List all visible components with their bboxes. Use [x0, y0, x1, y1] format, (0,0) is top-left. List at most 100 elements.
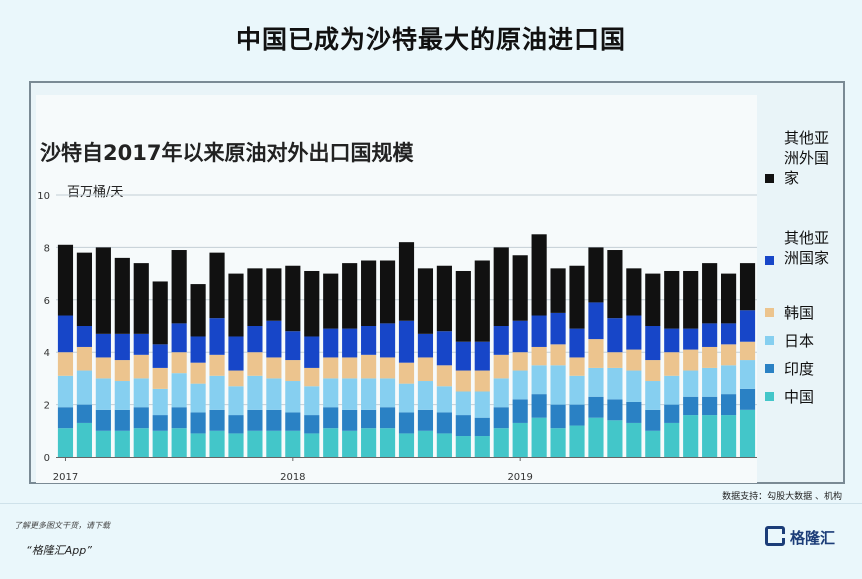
bar-segment: [57, 428, 74, 457]
bar-segment: [398, 242, 415, 321]
bar-segment: [569, 357, 585, 376]
legend-label: 印度: [784, 360, 815, 378]
bar-segment: [493, 326, 509, 355]
y-tick-label: 0: [44, 453, 50, 464]
bar-segment: [436, 412, 452, 434]
bar-segment: [436, 386, 452, 413]
bar-segment: [436, 265, 452, 332]
bar-segment: [379, 407, 396, 429]
bar-segment: [588, 302, 604, 340]
legend-label: 其他亚洲外国家: [784, 129, 830, 187]
bar-segment: [702, 415, 718, 457]
bar-segment: [152, 430, 168, 457]
bar-segment: [474, 436, 490, 457]
bar-segment: [645, 381, 661, 410]
bar-segment: [114, 409, 130, 431]
bar-segment: [739, 360, 756, 389]
bar-segment: [721, 415, 737, 457]
brand-name: 格隆汇: [790, 529, 836, 547]
y-tick-label: 6: [44, 296, 50, 307]
bar-segment: [266, 268, 282, 321]
legend-swatch: [765, 308, 774, 317]
bar-segment: [342, 409, 358, 431]
bar-segment: [285, 265, 301, 332]
bar-segment: [531, 315, 547, 347]
bar-segment: [455, 415, 471, 437]
bar-segment: [361, 326, 377, 355]
bar-segment: [361, 409, 377, 429]
bar-segment: [512, 255, 528, 321]
bar-segment: [361, 354, 377, 379]
bar-segment: [417, 381, 434, 410]
bar-segment: [512, 320, 528, 353]
bar-segment: [588, 247, 604, 303]
bar-segment: [133, 378, 149, 408]
page-title: 中国已成为沙特最大的原油进口国: [235, 25, 626, 54]
bar-segment: [683, 270, 699, 329]
bar-segment: [683, 349, 699, 371]
bar-segment: [588, 396, 604, 418]
bar-segment: [474, 391, 490, 418]
bar-segment: [607, 399, 623, 421]
footer-divider: [0, 503, 862, 504]
bar-segment: [152, 388, 168, 416]
bar-segment: [266, 409, 282, 431]
bar-segment: [398, 412, 415, 434]
bar-segment: [304, 386, 320, 416]
bar-segment: [114, 381, 130, 410]
bar-segment: [342, 263, 358, 329]
bar-segment: [323, 407, 339, 429]
bar-segment: [626, 370, 642, 402]
bar-segment: [417, 357, 434, 382]
bar-segment: [550, 312, 566, 345]
bar-segment: [361, 260, 377, 326]
bar-segment: [114, 430, 130, 457]
bar-segment: [247, 268, 263, 326]
bar-segment: [626, 268, 642, 316]
bar-segment: [190, 284, 206, 337]
bar-segment: [645, 273, 661, 326]
bar-segment: [664, 375, 680, 405]
bar-segment: [190, 412, 206, 434]
bar-segment: [228, 370, 244, 387]
bar-segment: [266, 320, 282, 358]
bar-segment: [342, 328, 358, 358]
bar-segment: [228, 433, 244, 457]
bar-segment: [721, 344, 737, 366]
source-note: 数据支持：勾股大数据 、机构: [722, 492, 842, 502]
bar-segment: [569, 265, 585, 329]
bar-segment: [323, 378, 339, 408]
bar-segment: [266, 378, 282, 410]
legend-swatch: [765, 364, 774, 373]
bar-segment: [266, 357, 282, 379]
bar-segment: [209, 430, 225, 457]
bar-segment: [739, 409, 756, 457]
bar-segment: [550, 428, 566, 457]
bar-segment: [607, 367, 623, 400]
bar-segment: [645, 326, 661, 361]
bar-segment: [379, 357, 396, 379]
bar-segment: [171, 407, 187, 429]
bar-segment: [436, 331, 452, 366]
bar-segment: [57, 375, 74, 408]
bar-segment: [645, 430, 661, 457]
bar-segment: [379, 428, 396, 457]
bar-segment: [247, 375, 263, 410]
bar-segment: [493, 354, 509, 379]
bar-segment: [664, 404, 680, 423]
bar-segment: [721, 365, 737, 395]
bar-segment: [664, 328, 680, 353]
legend-swatch: [765, 256, 774, 265]
bar-segment: [171, 373, 187, 408]
bar-segment: [304, 367, 320, 387]
bar-segment: [702, 323, 718, 347]
bar-segment: [228, 336, 244, 371]
legend-label: 中国: [784, 388, 815, 406]
bar-segment: [702, 263, 718, 324]
bar-segment: [436, 365, 452, 387]
bar-segment: [323, 428, 339, 457]
bar-segment: [512, 370, 528, 400]
y-tick-label: 4: [44, 348, 50, 359]
bar-segment: [512, 352, 528, 371]
